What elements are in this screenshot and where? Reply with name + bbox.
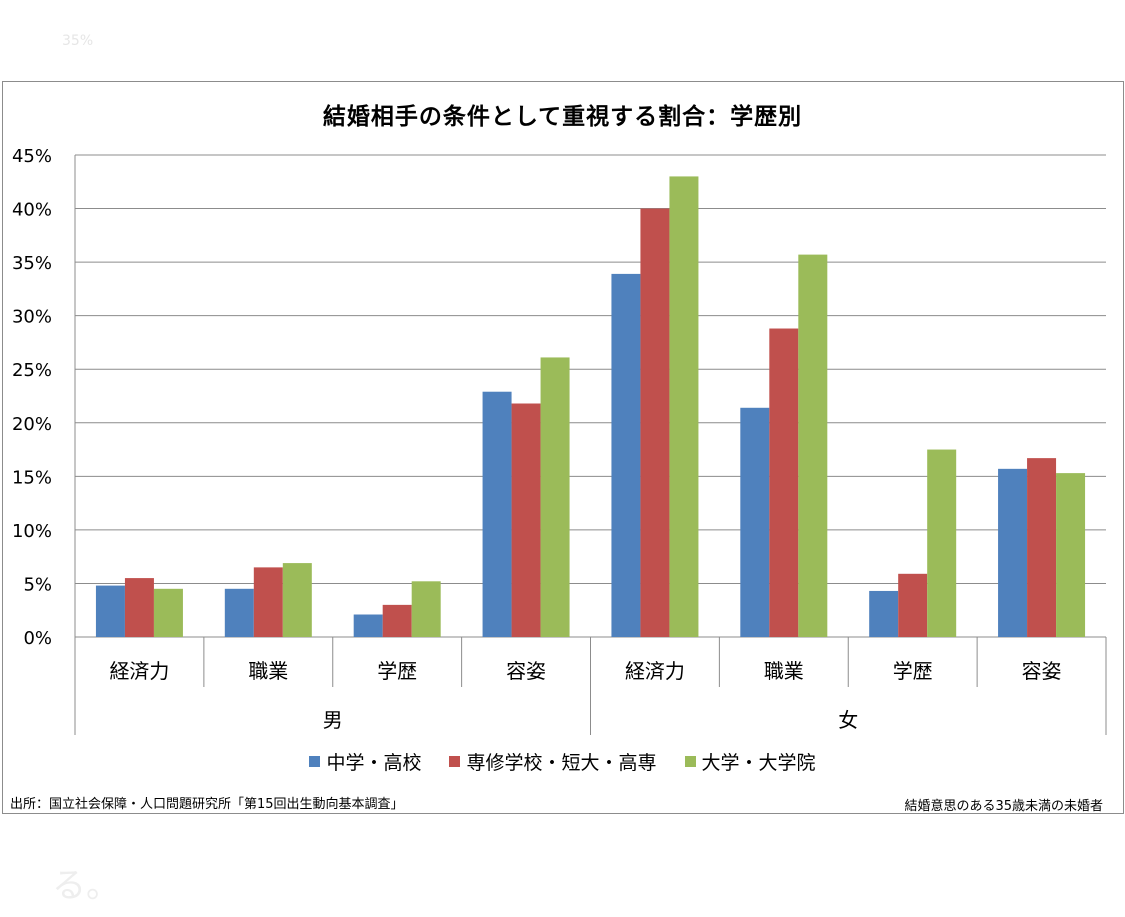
legend-swatch (449, 756, 461, 767)
source-caption: 出所：国立社会保障・人口問題研究所「第15回出生動向基本調査」 (10, 797, 404, 812)
background-faded-chart: 35% (0, 0, 1125, 80)
legend-item-series2: 専修学校・短大・高専 (449, 748, 657, 775)
legend-swatch (309, 756, 321, 767)
chart-frame (2, 81, 1124, 814)
legend-label: 専修学校・短大・高専 (466, 752, 657, 774)
legend-label: 大学・大学院 (701, 752, 816, 774)
chart-title: 結婚相手の条件として重視する割合：学歴別 (322, 104, 803, 130)
chart-legend: 中学・高校 専修学校・短大・高専 大学・大学院 (0, 748, 1125, 775)
faded-axis-label: 35% (62, 33, 94, 49)
legend-label: 中学・高校 (326, 752, 422, 774)
legend-swatch (684, 756, 696, 767)
survey-note: 結婚意思のある35歳未満の未婚者 (904, 799, 1103, 814)
legend-item-series3: 大学・大学院 (684, 748, 816, 775)
page-text-fragment: る。 (52, 866, 120, 906)
legend-item-series1: 中学・高校 (309, 748, 421, 775)
